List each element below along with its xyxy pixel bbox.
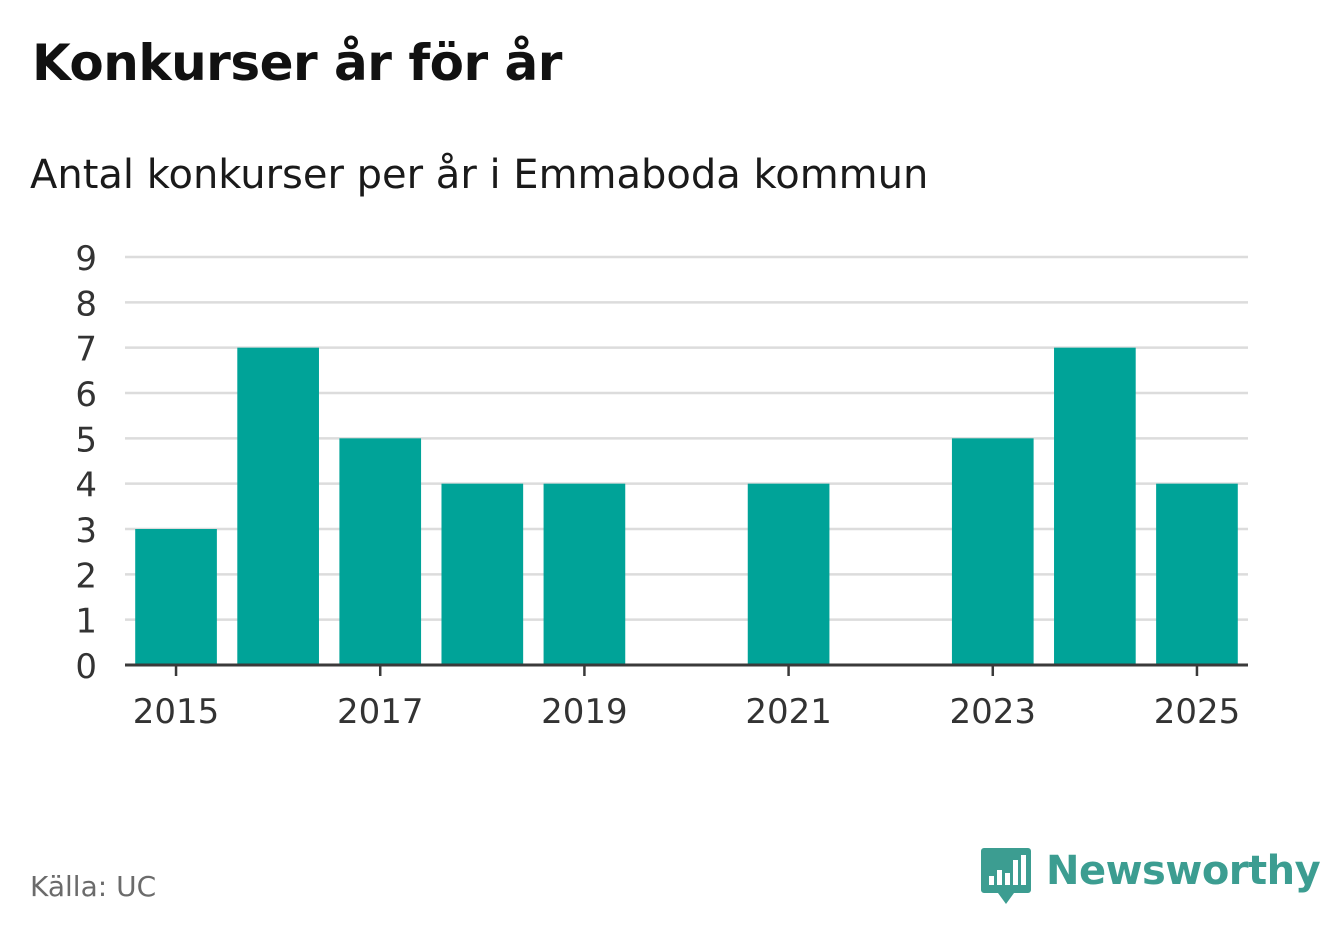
bar [951, 438, 1034, 665]
x-tick-label: 2025 [1154, 692, 1241, 732]
x-tick-label: 2023 [950, 692, 1037, 732]
bar [543, 483, 626, 665]
bar [339, 438, 422, 665]
y-tick-label: 9 [75, 239, 97, 279]
bar [441, 483, 524, 665]
brand-name: Newsworthy [1046, 848, 1321, 894]
y-tick-label: 0 [75, 647, 97, 687]
x-tick-label: 2019 [541, 692, 628, 732]
bar [1156, 483, 1238, 665]
bar [747, 483, 830, 665]
y-tick-label: 8 [75, 284, 97, 324]
y-tick-label: 4 [75, 466, 97, 506]
bar [135, 529, 217, 665]
x-tick-label: 2017 [337, 692, 424, 732]
source-note: Källa: UC [30, 870, 157, 903]
bar-chart-speech-bubble-icon [981, 848, 1031, 904]
y-tick-label: 2 [75, 556, 97, 596]
x-tick-label: 2021 [745, 692, 832, 732]
chart-title: Konkurser år för år [32, 34, 562, 92]
y-tick-label: 3 [75, 511, 97, 551]
y-tick-label: 7 [75, 330, 97, 370]
chart-subtitle: Antal konkurser per år i Emmaboda kommun [30, 152, 929, 198]
brand-logo: Newsworthy [980, 846, 1321, 910]
y-tick-label: 6 [75, 375, 97, 415]
bar-chart: 0 1 2 3 4 5 6 7 8 9 2015 2017 2019 2021 2023 2025 [75, 239, 1248, 732]
bar [237, 347, 319, 665]
y-tick-label: 1 [75, 602, 97, 642]
bar [1054, 347, 1136, 665]
y-tick-label: 5 [75, 420, 97, 460]
x-tick-label: 2015 [133, 692, 220, 732]
